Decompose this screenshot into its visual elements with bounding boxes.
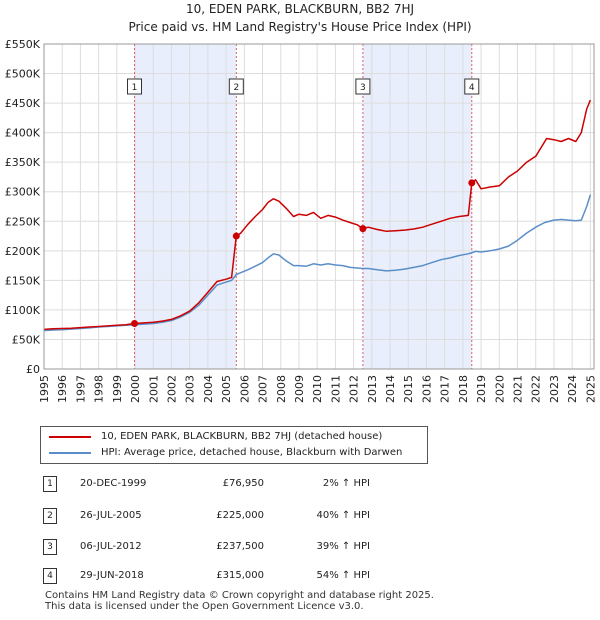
sale-price: £237,500 (216, 541, 264, 552)
x-tick-label: 2017 (439, 375, 452, 403)
sale-number-badge: 3 (43, 539, 57, 555)
x-tick-label: 2001 (147, 375, 160, 403)
x-tick-label: 2014 (384, 375, 397, 403)
ownership-shade (134, 44, 237, 369)
sale-number-label: 2 (233, 83, 239, 93)
x-tick-label: 2005 (220, 375, 233, 403)
sale-hpi-change: 39% ↑ HPI (316, 541, 370, 552)
sale-point (131, 320, 139, 328)
x-tick-label: 2013 (366, 375, 379, 403)
x-tick-label: 2011 (329, 375, 342, 403)
sale-date: 06-JUL-2012 (80, 541, 142, 552)
sale-number-box (127, 78, 143, 95)
x-tick-label: 2007 (257, 375, 270, 403)
sale-price: £225,000 (216, 510, 264, 521)
x-tick-label: 1996 (56, 375, 69, 403)
sale-row: 4 29-JUN-2018 £315,000 54% ↑ HPI (0, 568, 600, 588)
sale-row: 3 06-JUL-2012 £237,500 39% ↑ HPI (0, 539, 600, 559)
sale-date: 29-JUN-2018 (80, 570, 144, 581)
y-tick-label: £500K (5, 68, 41, 81)
x-tick-label: 2020 (493, 375, 506, 403)
y-tick-label: £0 (26, 363, 40, 376)
price-chart: 1 2 3 4 £0 £50K £100K £150K £200K £250K £300K £350K… (5, 38, 598, 403)
y-tick-label: £100K (5, 304, 41, 317)
sale-row: 2 26-JUL-2005 £225,000 40% ↑ HPI (0, 508, 600, 528)
x-tick-label: 2019 (475, 375, 488, 403)
sale-number-badge: 2 (43, 508, 57, 524)
x-tick-label: 2009 (293, 375, 306, 403)
hpi-line (43, 194, 592, 332)
sale-number-badge: 1 (43, 476, 57, 492)
legend-label-hpi: HPI: Average price, detached house, Blac… (101, 447, 403, 458)
chart-title: 10, EDEN PARK, BLACKBURN, BB2 7HJ (185, 2, 415, 16)
y-tick-label: £450K (5, 97, 41, 110)
y-tick-label: £200K (5, 245, 41, 258)
sale-point (468, 179, 476, 187)
sale-hpi-change: 2% ↑ HPI (322, 478, 370, 489)
plot-border (43, 43, 595, 370)
y-tick-label: £550K (5, 38, 41, 51)
property-price-line (43, 99, 592, 331)
x-tick-label: 2000 (129, 375, 142, 403)
x-tick-label: 2008 (275, 375, 288, 403)
x-tick-label: 2015 (402, 375, 415, 403)
chart-legend: 10, EDEN PARK, BLACKBURN, BB2 7HJ (detac… (40, 426, 428, 464)
x-tick-label: 2023 (548, 375, 561, 403)
sale-number-label: 3 (360, 83, 366, 93)
footer-copyright: Contains HM Land Registry data © Crown c… (45, 590, 434, 601)
x-tick-label: 2018 (457, 375, 470, 403)
x-tick-label: 2010 (311, 375, 324, 403)
legend-swatch-property (49, 436, 91, 438)
y-tick-label: £250K (5, 215, 41, 228)
sale-point (232, 232, 240, 240)
footer: Contains HM Land Registry data © Crown c… (45, 590, 434, 612)
sale-point (359, 225, 367, 233)
x-tick-label: 2021 (512, 375, 525, 403)
sale-number-label: 4 (469, 83, 475, 93)
footer-licence: This data is licensed under the Open Gov… (45, 601, 364, 612)
x-tick-label: 2006 (238, 375, 251, 403)
x-tick-label: 2022 (530, 375, 543, 403)
x-tick-label: 1998 (93, 375, 106, 403)
x-tick-label: 2002 (165, 375, 178, 403)
x-tick-label: 2012 (348, 375, 361, 403)
ownership-shade (362, 44, 472, 369)
y-tick-label: £350K (5, 156, 41, 169)
legend-label-property: 10, EDEN PARK, BLACKBURN, BB2 7HJ (detac… (101, 431, 383, 442)
x-tick-label: 1995 (38, 375, 51, 403)
sale-price: £315,000 (216, 570, 264, 581)
x-tick-label: 2003 (184, 375, 197, 403)
x-tick-label: 2025 (584, 375, 597, 403)
sale-hpi-change: 54% ↑ HPI (316, 570, 370, 581)
y-tick-label: £150K (5, 274, 41, 287)
legend-swatch-hpi (49, 452, 91, 454)
sale-number-box (228, 78, 244, 95)
y-tick-label: £300K (5, 186, 41, 199)
plot-area (44, 44, 594, 369)
sale-price: £76,950 (222, 478, 264, 489)
x-tick-label: 2024 (566, 375, 579, 403)
x-tick-label: 2016 (420, 375, 433, 403)
sale-number-badge: 4 (43, 568, 57, 584)
y-tick-label: £400K (5, 127, 41, 140)
sale-number-box (464, 78, 480, 95)
sale-hpi-change: 40% ↑ HPI (316, 510, 370, 521)
chart-subtitle: Price paid vs. HM Land Registry's House … (128, 20, 472, 34)
sale-number-box (355, 78, 371, 95)
y-tick-label: £50K (12, 333, 41, 346)
x-tick-label: 1997 (74, 375, 87, 403)
sale-date: 26-JUL-2005 (80, 510, 142, 521)
sale-date: 20-DEC-1999 (80, 478, 147, 489)
x-tick-label: 2004 (202, 375, 215, 403)
sale-number-label: 1 (132, 83, 138, 93)
x-tick-label: 1999 (111, 375, 124, 403)
sale-row: 1 20-DEC-1999 £76,950 2% ↑ HPI (0, 476, 600, 496)
